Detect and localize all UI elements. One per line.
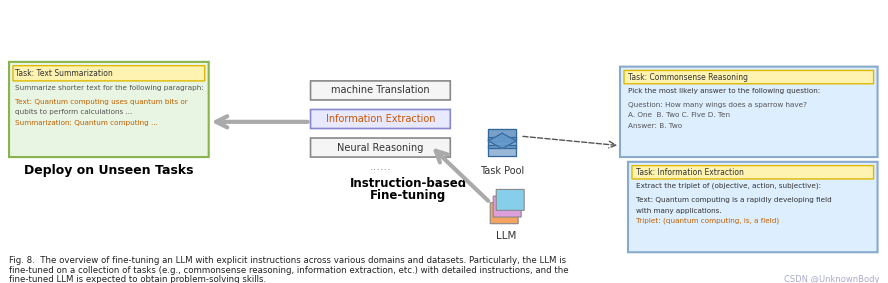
Text: Task: Information Extraction: Task: Information Extraction (636, 168, 744, 177)
Text: Extract the triplet of (objective, action, subjective):: Extract the triplet of (objective, actio… (636, 183, 821, 189)
Text: Instruction-based: Instruction-based (350, 177, 467, 190)
Text: with many applications.: with many applications. (636, 207, 722, 213)
Text: CSDN @UnknownBody: CSDN @UnknownBody (784, 275, 879, 283)
Text: fine-tuned LLM is expected to obtain problem-solving skills.: fine-tuned LLM is expected to obtain pro… (9, 275, 266, 283)
Text: Task: Text Summarization: Task: Text Summarization (15, 69, 113, 78)
Text: A. One  B. Two C. Five D. Ten: A. One B. Two C. Five D. Ten (628, 112, 730, 118)
FancyBboxPatch shape (493, 196, 521, 217)
Text: Fig. 8.  The overview of fine-tuning an LLM with explicit instructions across va: Fig. 8. The overview of fine-tuning an L… (9, 256, 567, 265)
FancyBboxPatch shape (13, 66, 205, 81)
Text: Question: How many wings does a sparrow have?: Question: How many wings does a sparrow … (628, 102, 807, 108)
Text: ......: ...... (369, 162, 392, 171)
Text: Answer: B. Two: Answer: B. Two (628, 123, 682, 129)
Text: Text: Quantum computing is a rapidly developing field: Text: Quantum computing is a rapidly dev… (636, 197, 832, 203)
FancyBboxPatch shape (9, 62, 209, 157)
Polygon shape (488, 137, 516, 149)
Text: Neural Reasoning: Neural Reasoning (337, 143, 424, 153)
Polygon shape (488, 133, 516, 149)
FancyBboxPatch shape (496, 189, 524, 210)
FancyBboxPatch shape (624, 70, 874, 84)
FancyBboxPatch shape (628, 162, 877, 252)
Text: machine Translation: machine Translation (331, 85, 430, 95)
Text: Pick the most likely answer to the following question:: Pick the most likely answer to the follo… (628, 87, 821, 94)
FancyBboxPatch shape (311, 81, 450, 100)
FancyBboxPatch shape (311, 110, 450, 128)
Text: Task: Commonsense Reasoning: Task: Commonsense Reasoning (628, 73, 748, 82)
Text: Summarize shorter text for the following paragraph:: Summarize shorter text for the following… (15, 85, 203, 91)
Polygon shape (488, 145, 516, 156)
Text: LLM: LLM (496, 231, 517, 241)
Text: qubits to perform calculations ...: qubits to perform calculations ... (15, 110, 132, 115)
FancyBboxPatch shape (620, 67, 877, 157)
FancyBboxPatch shape (632, 166, 874, 179)
Text: fine-tuned on a collection of tasks (e.g., commonsense reasoning, information ex: fine-tuned on a collection of tasks (e.g… (9, 265, 568, 275)
Polygon shape (488, 129, 516, 141)
Text: Deploy on Unseen Tasks: Deploy on Unseen Tasks (24, 164, 194, 177)
Text: Text: Quantum computing uses quantum bits or: Text: Quantum computing uses quantum bit… (15, 99, 187, 105)
FancyBboxPatch shape (311, 138, 450, 157)
FancyBboxPatch shape (490, 203, 519, 224)
Text: Information Extraction: Information Extraction (326, 114, 435, 124)
Text: Summarization: Quantum computing ...: Summarization: Quantum computing ... (15, 120, 158, 126)
Text: Fine-tuning: Fine-tuning (370, 189, 447, 201)
Text: Task Pool: Task Pool (480, 166, 524, 176)
Text: Triplet: (quantum computing, is, a field): Triplet: (quantum computing, is, a field… (636, 218, 779, 224)
